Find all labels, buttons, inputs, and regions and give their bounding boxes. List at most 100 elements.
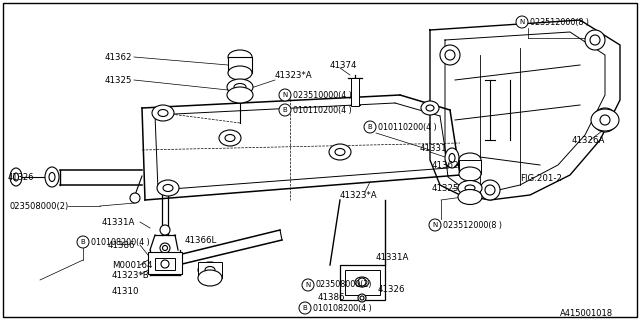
Circle shape: [279, 104, 291, 116]
Circle shape: [590, 35, 600, 45]
Ellipse shape: [205, 267, 215, 274]
Bar: [340, 265, 385, 300]
Circle shape: [358, 278, 366, 286]
Bar: [148, 252, 182, 274]
Ellipse shape: [228, 50, 252, 64]
Circle shape: [279, 89, 291, 101]
Circle shape: [360, 296, 364, 300]
Circle shape: [585, 30, 605, 50]
Text: 41326: 41326: [378, 285, 406, 294]
Text: 41374: 41374: [330, 60, 358, 69]
Ellipse shape: [459, 153, 481, 167]
Ellipse shape: [227, 79, 253, 95]
Text: 41362: 41362: [432, 161, 460, 170]
Text: N: N: [305, 282, 310, 288]
Bar: [351, 78, 359, 106]
Circle shape: [480, 180, 500, 200]
Bar: [345, 270, 380, 295]
Ellipse shape: [591, 109, 619, 131]
Circle shape: [299, 302, 311, 314]
Text: 023510000(4 ): 023510000(4 ): [293, 91, 352, 100]
Ellipse shape: [355, 277, 369, 287]
Text: 41362: 41362: [104, 52, 132, 61]
Text: 41386: 41386: [318, 293, 346, 302]
Ellipse shape: [157, 180, 179, 196]
Ellipse shape: [458, 180, 482, 196]
Ellipse shape: [459, 167, 481, 181]
Ellipse shape: [449, 154, 455, 163]
Bar: [228, 57, 252, 73]
Circle shape: [302, 279, 314, 291]
Text: N: N: [433, 222, 438, 228]
Circle shape: [161, 254, 169, 262]
Ellipse shape: [465, 185, 475, 191]
Ellipse shape: [335, 148, 345, 156]
Bar: [459, 160, 481, 174]
Text: 41386: 41386: [108, 241, 136, 250]
Circle shape: [429, 219, 441, 231]
Circle shape: [600, 115, 610, 125]
Ellipse shape: [49, 172, 55, 181]
Text: A415001018: A415001018: [560, 308, 613, 317]
Circle shape: [485, 185, 495, 195]
Text: 41326A: 41326A: [572, 135, 605, 145]
Text: 41323*A: 41323*A: [340, 190, 378, 199]
Circle shape: [77, 236, 89, 248]
Text: 010110200(4 ): 010110200(4 ): [293, 106, 352, 115]
Bar: [198, 262, 222, 278]
Ellipse shape: [163, 185, 173, 191]
Circle shape: [364, 121, 376, 133]
Text: 41331A: 41331A: [102, 218, 136, 227]
Ellipse shape: [219, 130, 241, 146]
Ellipse shape: [445, 148, 459, 168]
Text: B: B: [367, 124, 372, 130]
Ellipse shape: [458, 189, 482, 204]
Text: 41331A: 41331A: [376, 253, 410, 262]
Circle shape: [161, 260, 169, 268]
Circle shape: [160, 243, 170, 253]
Text: N: N: [282, 92, 287, 98]
Text: 023512000(8 ): 023512000(8 ): [443, 220, 502, 229]
Text: 41323*A: 41323*A: [275, 70, 312, 79]
Text: B: B: [81, 239, 85, 245]
Text: 023512000(8 ): 023512000(8 ): [530, 18, 589, 27]
Ellipse shape: [198, 262, 222, 278]
Circle shape: [130, 193, 140, 203]
Ellipse shape: [234, 84, 246, 91]
Ellipse shape: [10, 168, 22, 186]
Text: B: B: [303, 305, 307, 311]
Circle shape: [358, 294, 366, 302]
Ellipse shape: [152, 105, 174, 121]
Circle shape: [440, 45, 460, 65]
Text: 010108200(4 ): 010108200(4 ): [313, 303, 372, 313]
Text: 41325: 41325: [104, 76, 132, 84]
Text: 023508000(2): 023508000(2): [316, 281, 372, 290]
Text: 023508000(2): 023508000(2): [10, 202, 69, 211]
Text: 41323*B: 41323*B: [112, 270, 150, 279]
Circle shape: [593, 108, 617, 132]
Ellipse shape: [13, 173, 19, 181]
Ellipse shape: [158, 109, 168, 116]
Text: M000164: M000164: [112, 260, 152, 269]
Circle shape: [516, 16, 528, 28]
Circle shape: [445, 50, 455, 60]
Circle shape: [161, 264, 169, 272]
Text: 010108200(4 ): 010108200(4 ): [91, 237, 150, 246]
Ellipse shape: [225, 134, 235, 141]
Circle shape: [163, 245, 168, 251]
Ellipse shape: [227, 87, 253, 103]
Text: FIG.201-2: FIG.201-2: [520, 173, 562, 182]
Ellipse shape: [421, 101, 439, 115]
Ellipse shape: [45, 167, 59, 187]
Ellipse shape: [426, 105, 434, 111]
Ellipse shape: [329, 144, 351, 160]
Text: 010110200(4 ): 010110200(4 ): [378, 123, 436, 132]
Circle shape: [160, 225, 170, 235]
Text: N: N: [520, 19, 525, 25]
Text: 41310: 41310: [112, 287, 140, 297]
Text: 41366L: 41366L: [185, 236, 217, 244]
Text: 41326: 41326: [8, 172, 35, 181]
Text: 41325: 41325: [432, 183, 460, 193]
Ellipse shape: [228, 66, 252, 80]
Bar: [155, 258, 175, 270]
